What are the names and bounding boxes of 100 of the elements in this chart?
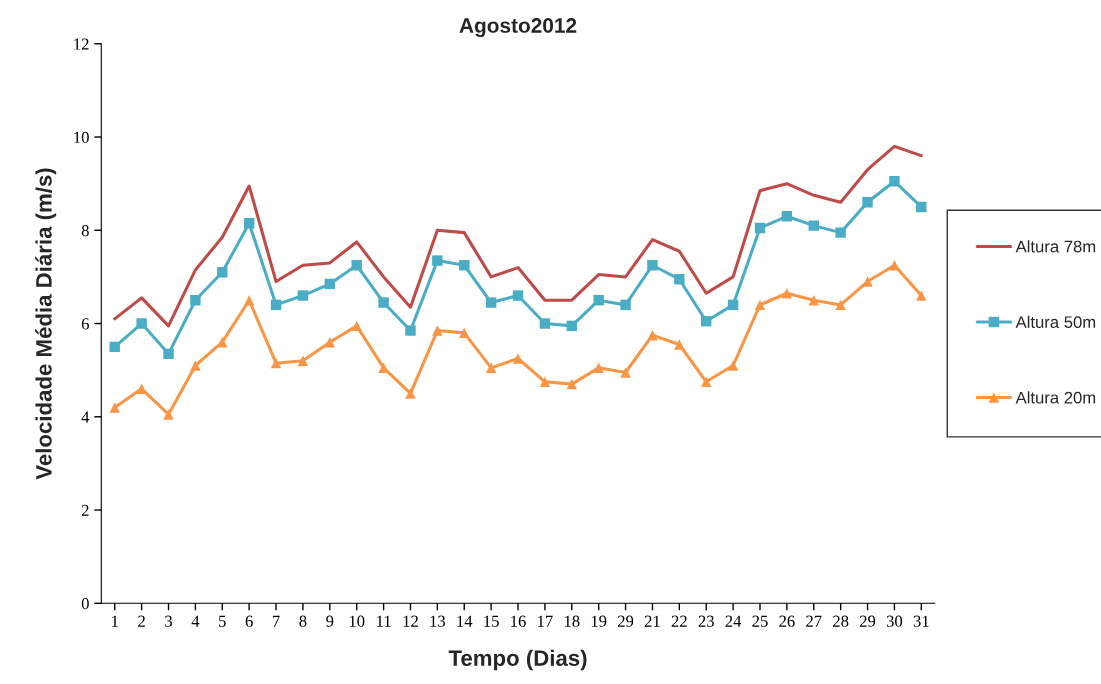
legend-label: Altura 50m bbox=[1015, 315, 1096, 329]
x-tick-label: 28 bbox=[833, 615, 849, 627]
point bbox=[674, 274, 685, 285]
point bbox=[566, 320, 577, 332]
y-tick-label: 2 bbox=[81, 504, 89, 516]
point bbox=[701, 376, 712, 388]
point bbox=[701, 315, 712, 327]
x-tick-label: 17 bbox=[538, 615, 553, 627]
x-tick-label: 30 bbox=[886, 615, 903, 627]
x-tick-label: 3 bbox=[165, 615, 173, 627]
point bbox=[620, 299, 631, 311]
legend-label: Altura 20m bbox=[1015, 391, 1096, 404]
x-tick-label: 8 bbox=[299, 615, 307, 627]
x-tick-label: 29 bbox=[859, 615, 876, 627]
y-tick-label: 4 bbox=[81, 411, 90, 423]
y-tick-label: 12 bbox=[74, 38, 89, 50]
x-tick-label: 6 bbox=[245, 615, 253, 627]
point bbox=[512, 290, 524, 301]
x-tick-label: 15 bbox=[484, 615, 499, 627]
line-series bbox=[113, 144, 923, 328]
point bbox=[862, 197, 873, 208]
y-tick-label: 8 bbox=[81, 224, 89, 237]
chart-title: Agosto2012 bbox=[459, 18, 577, 38]
x-tick-label: 9 bbox=[326, 615, 334, 627]
x-axis-title: Tempo (Dias) bbox=[448, 649, 587, 671]
point bbox=[217, 336, 228, 348]
point bbox=[432, 255, 443, 266]
point bbox=[620, 367, 631, 378]
point bbox=[835, 299, 846, 311]
point bbox=[297, 355, 309, 367]
x-tick-label: 19 bbox=[591, 615, 607, 627]
point bbox=[862, 276, 873, 287]
x-tick-label: 1 bbox=[112, 615, 118, 627]
x-tick-label: 24 bbox=[725, 615, 742, 627]
point bbox=[136, 318, 147, 329]
point bbox=[378, 297, 389, 308]
point bbox=[270, 357, 282, 369]
x-tick-label: 26 bbox=[779, 615, 795, 627]
point bbox=[808, 295, 819, 306]
x-tick-label: 18 bbox=[564, 615, 580, 627]
point bbox=[243, 218, 255, 229]
point bbox=[432, 325, 443, 336]
x-tick-label: 21 bbox=[644, 615, 660, 627]
point bbox=[324, 336, 336, 348]
legend-label: Altura 78m bbox=[1015, 240, 1096, 253]
y-axis-title: Velocidade Média Diária (m/s) bbox=[35, 168, 57, 480]
point bbox=[190, 295, 201, 306]
y-tick-label: 10 bbox=[74, 131, 89, 143]
point bbox=[217, 267, 228, 278]
point bbox=[647, 329, 658, 341]
point bbox=[485, 297, 497, 308]
point bbox=[136, 383, 147, 395]
point bbox=[109, 341, 120, 353]
point bbox=[324, 278, 336, 290]
point bbox=[351, 260, 362, 271]
x-tick-label: 4 bbox=[191, 615, 200, 627]
y-tick-label: 0 bbox=[81, 597, 89, 610]
point bbox=[459, 327, 470, 339]
point bbox=[889, 176, 900, 187]
x-tick-label: 22 bbox=[671, 615, 687, 627]
point bbox=[163, 348, 174, 360]
point bbox=[593, 295, 604, 306]
point bbox=[485, 362, 497, 374]
point bbox=[781, 288, 793, 299]
point bbox=[539, 376, 551, 388]
point bbox=[754, 222, 766, 234]
x-tick-label: 11 bbox=[377, 615, 391, 627]
x-tick-label: 27 bbox=[806, 615, 822, 627]
x-tick-label: 13 bbox=[430, 615, 446, 627]
point bbox=[781, 211, 793, 222]
point bbox=[916, 290, 927, 301]
point bbox=[190, 360, 201, 371]
point bbox=[163, 409, 174, 420]
point bbox=[459, 260, 470, 271]
x-tick-label: 10 bbox=[349, 615, 365, 627]
x-tick-label: 5 bbox=[219, 615, 226, 627]
point bbox=[566, 378, 577, 390]
point bbox=[727, 360, 739, 371]
point bbox=[405, 388, 416, 399]
x-tick-label: 2 bbox=[138, 615, 145, 627]
point bbox=[539, 318, 551, 329]
point bbox=[727, 299, 739, 311]
point bbox=[647, 260, 658, 271]
point bbox=[243, 295, 255, 306]
point bbox=[351, 320, 362, 332]
point bbox=[405, 325, 416, 336]
point bbox=[835, 227, 846, 238]
x-tick-label: 23 bbox=[698, 615, 714, 627]
x-tick-label: 16 bbox=[511, 615, 526, 627]
x-tick-label: 12 bbox=[403, 615, 418, 627]
x-tick-label: 7 bbox=[272, 615, 280, 627]
point bbox=[109, 402, 120, 413]
x-tick-label: 29 bbox=[617, 615, 634, 627]
y-tick-label: 6 bbox=[81, 318, 89, 330]
point bbox=[889, 260, 900, 271]
x-tick-label: 14 bbox=[457, 615, 473, 627]
point bbox=[378, 362, 389, 374]
point bbox=[297, 290, 309, 301]
point bbox=[674, 339, 685, 350]
point bbox=[270, 299, 282, 311]
